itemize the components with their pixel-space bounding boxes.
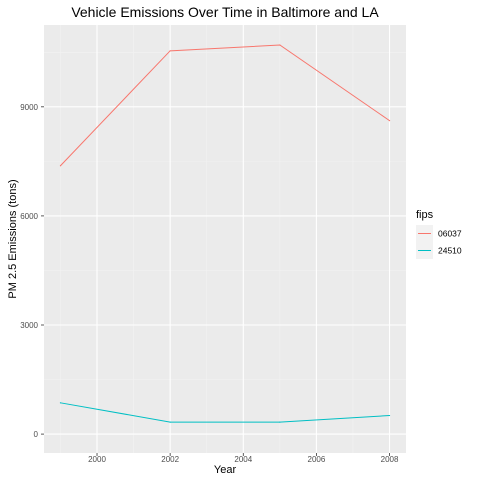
data-point-24510-2008: [388, 414, 391, 417]
chart-title: Vehicle Emissions Over Time in Baltimore…: [71, 4, 379, 20]
x-axis-tick-labels: 2000 2002 2004 2006 2008: [88, 455, 399, 464]
series-line-24510: [60, 402, 390, 423]
data-point-06037-2005: [279, 44, 281, 46]
x-tick-label-2004: 2004: [234, 455, 252, 464]
series-line-06037: [60, 44, 390, 167]
plot-panel: [44, 25, 406, 453]
y-tick-label-0: 0: [34, 430, 39, 439]
x-tick-label-2008: 2008: [381, 455, 399, 464]
y-axis-tick-labels: 0 3000 6000 9000: [20, 103, 38, 439]
legend-label-06037: 06037: [438, 229, 462, 239]
major-gridlines: [44, 25, 406, 453]
data-point-06037-1999: [59, 165, 62, 167]
data-point-06037-2002: [169, 50, 171, 52]
axis-ticks: [41, 106, 390, 456]
legend: fips 06037 24510: [416, 209, 462, 259]
x-tick-label-2000: 2000: [88, 455, 106, 464]
series-lines: [59, 44, 391, 423]
legend-title: fips: [416, 209, 434, 221]
x-axis-title: Year: [214, 464, 237, 476]
x-tick-label-2002: 2002: [161, 455, 179, 464]
data-point-24510-2002: [169, 421, 171, 423]
y-tick-label-9000: 9000: [20, 103, 38, 112]
x-tick-label-2006: 2006: [308, 455, 326, 464]
minor-gridlines: [44, 25, 406, 453]
y-tick-label-6000: 6000: [20, 212, 38, 221]
legend-label-24510: 24510: [438, 246, 462, 256]
y-axis-title: PM 2.5 Emissions (tons): [7, 179, 19, 298]
data-point-24510-2005: [279, 421, 281, 423]
data-point-24510-1999: [59, 402, 62, 404]
data-point-06037-2008: [388, 120, 391, 122]
y-tick-label-3000: 3000: [20, 321, 38, 330]
